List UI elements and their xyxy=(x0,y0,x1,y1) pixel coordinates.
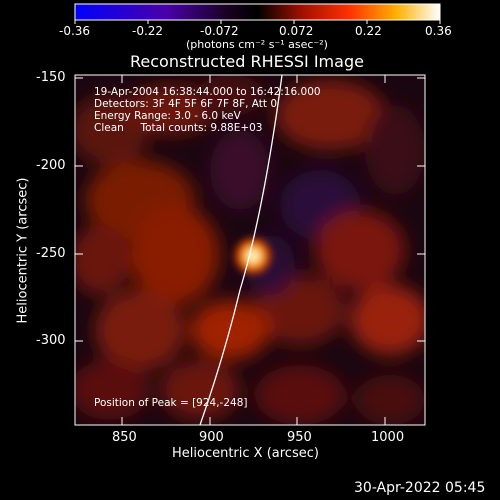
colorbar-units-label: (photons cm⁻² s⁻¹ asec⁻²) xyxy=(186,38,328,51)
colorbar-tick-label: -0.22 xyxy=(132,24,164,38)
x-tick-label: 850 xyxy=(112,430,137,445)
detectors-text: Detectors: 3F 4F 5F 6F 7F 8F, Att 0 xyxy=(94,98,278,110)
colorbar-tick-label: -0.36 xyxy=(59,24,91,38)
colorbar-tick-label: 0.22 xyxy=(355,24,382,38)
plot-frame xyxy=(74,74,426,426)
y-tick-label: -250 xyxy=(36,246,66,261)
colorbar-tick-label: 0.36 xyxy=(425,24,452,38)
colorbar-tick-label: -0.072 xyxy=(200,24,239,38)
y-tick-label: -150 xyxy=(36,70,66,85)
x-axis-ticks xyxy=(121,75,386,425)
solar-limb-curve xyxy=(199,75,283,425)
x-tick-label: 950 xyxy=(287,430,312,445)
x-tick-label: 900 xyxy=(199,430,224,445)
y-tick-label: -200 xyxy=(36,158,66,173)
solar-image xyxy=(75,75,425,425)
y-axis-label: Heliocentric Y (arcsec) xyxy=(15,177,31,324)
colorbar-tick-label: 0.072 xyxy=(279,24,314,38)
y-axis-ticks xyxy=(75,77,425,342)
plot-title: Reconstructed RHESSI Image xyxy=(130,52,364,71)
generation-timestamp: 30-Apr-2022 05:45 xyxy=(354,480,486,496)
peak-position-text: Position of Peak = [924,-248] xyxy=(94,397,248,409)
y-tick-label: -300 xyxy=(36,333,66,348)
x-axis-label: Heliocentric X (arcsec) xyxy=(172,446,319,461)
x-tick-label: 1000 xyxy=(371,430,405,445)
colorbar-ticks xyxy=(74,20,441,24)
energy-range-text: Energy Range: 3.0 - 6.0 keV xyxy=(94,110,241,122)
clean-counts-text: Clean Total counts: 9.88E+03 xyxy=(94,122,263,134)
time-range-text: 19-Apr-2004 16:38:44.000 to 16:42:16.000 xyxy=(94,86,321,98)
colorbar xyxy=(74,3,441,21)
